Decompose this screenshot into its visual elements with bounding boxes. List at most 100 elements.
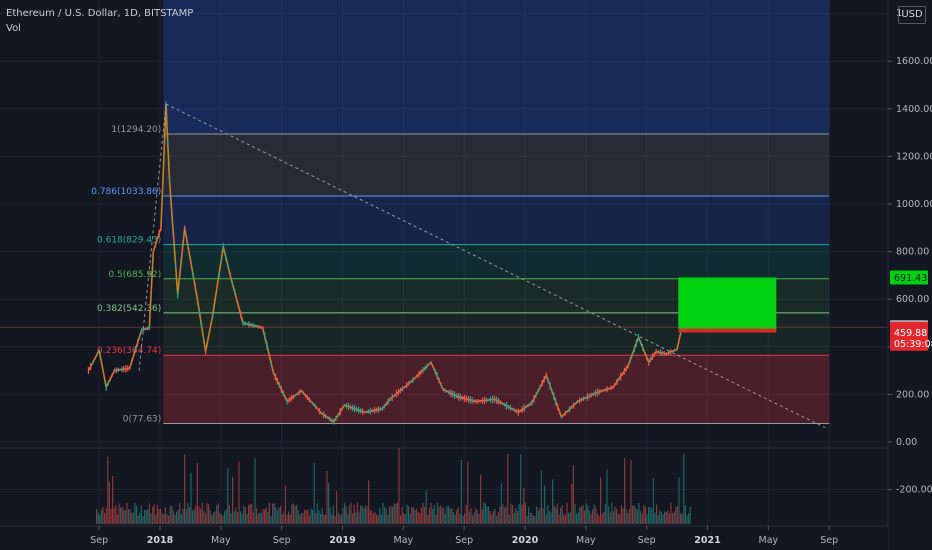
- volume-bar: [222, 515, 224, 524]
- plot-area: [0, 0, 888, 526]
- volume-bar: [132, 512, 134, 524]
- time-tick-label: May: [394, 535, 414, 546]
- volume-bar: [121, 506, 123, 524]
- volume-bar: [520, 453, 522, 524]
- volume-bar: [217, 503, 219, 524]
- volume-bar: [140, 505, 142, 524]
- volume-bar: [404, 514, 406, 524]
- volume-bar: [432, 508, 434, 524]
- volume-bar: [108, 482, 110, 524]
- volume-bar: [555, 507, 557, 524]
- volume-bar: [440, 505, 442, 524]
- volume-bar: [364, 505, 366, 524]
- volume-bar: [640, 511, 642, 524]
- volume-bar: [326, 471, 328, 524]
- fib-level-label: 0.236(364.74): [97, 346, 161, 356]
- volume-bar: [246, 514, 248, 524]
- volume-bar: [278, 507, 280, 524]
- scale-toggle[interactable]: 1: [896, 8, 903, 19]
- volume-bar: [268, 502, 270, 524]
- volume-bar: [153, 504, 155, 524]
- volume-bar: [595, 507, 597, 524]
- volume-bar: [659, 510, 661, 524]
- volume-bar: [673, 511, 675, 524]
- currency-button[interactable]: USD: [898, 6, 926, 24]
- volume-bar: [411, 506, 413, 524]
- fib-level-label: 0.5(685.92): [108, 270, 161, 280]
- volume-bar: [643, 504, 645, 524]
- volume-bar: [603, 511, 605, 524]
- volume-bar: [620, 505, 622, 524]
- volume-bar: [225, 509, 227, 524]
- volume-bar: [662, 514, 664, 524]
- trendline[interactable]: [138, 103, 826, 429]
- volume-bar: [636, 509, 638, 524]
- volume-indicator-label[interactable]: Vol: [6, 23, 21, 34]
- volume-bar: [606, 469, 608, 524]
- volume-bar: [179, 503, 181, 524]
- volume-bar: [160, 509, 162, 524]
- volume-bar: [270, 515, 272, 524]
- volume-bar: [564, 515, 566, 524]
- fib-retracement[interactable]: 1(1294.20) 0.786(1033.86) 0.618(829.43) 0.5…: [91, 0, 830, 425]
- price-tick-label: 600.00: [896, 294, 929, 305]
- volume-bar: [537, 510, 539, 524]
- volume-bar: [118, 503, 120, 524]
- volume-histogram: [96, 447, 691, 524]
- volume-bar: [460, 460, 462, 524]
- volume-bar: [478, 514, 480, 524]
- volume-bar: [497, 512, 499, 524]
- volume-bar: [438, 506, 440, 524]
- volume-bar: [228, 504, 230, 524]
- volume-bar: [318, 510, 320, 524]
- volume-bar: [248, 505, 250, 524]
- volume-bar: [291, 504, 293, 524]
- volume-bar: [366, 506, 368, 524]
- volume-bar: [403, 513, 405, 524]
- time-tick-label: 2020: [512, 535, 539, 546]
- volume-bar: [212, 512, 214, 524]
- volume-bar: [172, 510, 174, 524]
- volume-bar: [104, 512, 106, 524]
- volume-bar: [177, 509, 179, 524]
- volume-bar: [425, 490, 427, 524]
- volume-bar: [182, 509, 184, 524]
- volume-bar: [545, 514, 547, 524]
- volume-bar: [459, 513, 461, 524]
- time-tick-label: 2021: [694, 535, 720, 546]
- volume-bar: [262, 509, 264, 524]
- volume-bar: [387, 515, 389, 524]
- volume-bar: [272, 504, 274, 524]
- volume-bar: [214, 511, 216, 524]
- volume-bar: [145, 509, 147, 524]
- volume-bar: [164, 507, 166, 524]
- volume-bar: [388, 506, 390, 524]
- volume-bar: [168, 515, 170, 524]
- volume-bar: [531, 512, 533, 524]
- volume-bar: [476, 510, 478, 524]
- volume-bar: [641, 513, 643, 524]
- symbol-title[interactable]: Ethereum / U.S. Dollar, 1D, BITSTAMP: [6, 8, 194, 19]
- volume-bar: [308, 515, 310, 524]
- volume-bar: [612, 511, 614, 524]
- volume-bar: [652, 478, 654, 524]
- volume-bar: [680, 513, 682, 524]
- volume-bar: [171, 505, 173, 524]
- volume-bar: [547, 505, 549, 524]
- volume-bar: [120, 507, 122, 524]
- volume-bar: [294, 505, 296, 524]
- volume-bar: [392, 506, 394, 524]
- volume-bar: [665, 512, 667, 524]
- price-tick-label: -200.00: [896, 485, 932, 496]
- volume-bar: [257, 513, 259, 524]
- volume-bar: [540, 470, 542, 524]
- volume-bar: [496, 515, 498, 524]
- profit-zone: [678, 277, 777, 329]
- long-position-tool[interactable]: [0, 277, 888, 333]
- volume-bar: [276, 510, 278, 524]
- volume-bar: [587, 505, 589, 524]
- volume-bar: [500, 483, 502, 524]
- volume-bar: [142, 515, 144, 524]
- volume-bar: [126, 502, 128, 524]
